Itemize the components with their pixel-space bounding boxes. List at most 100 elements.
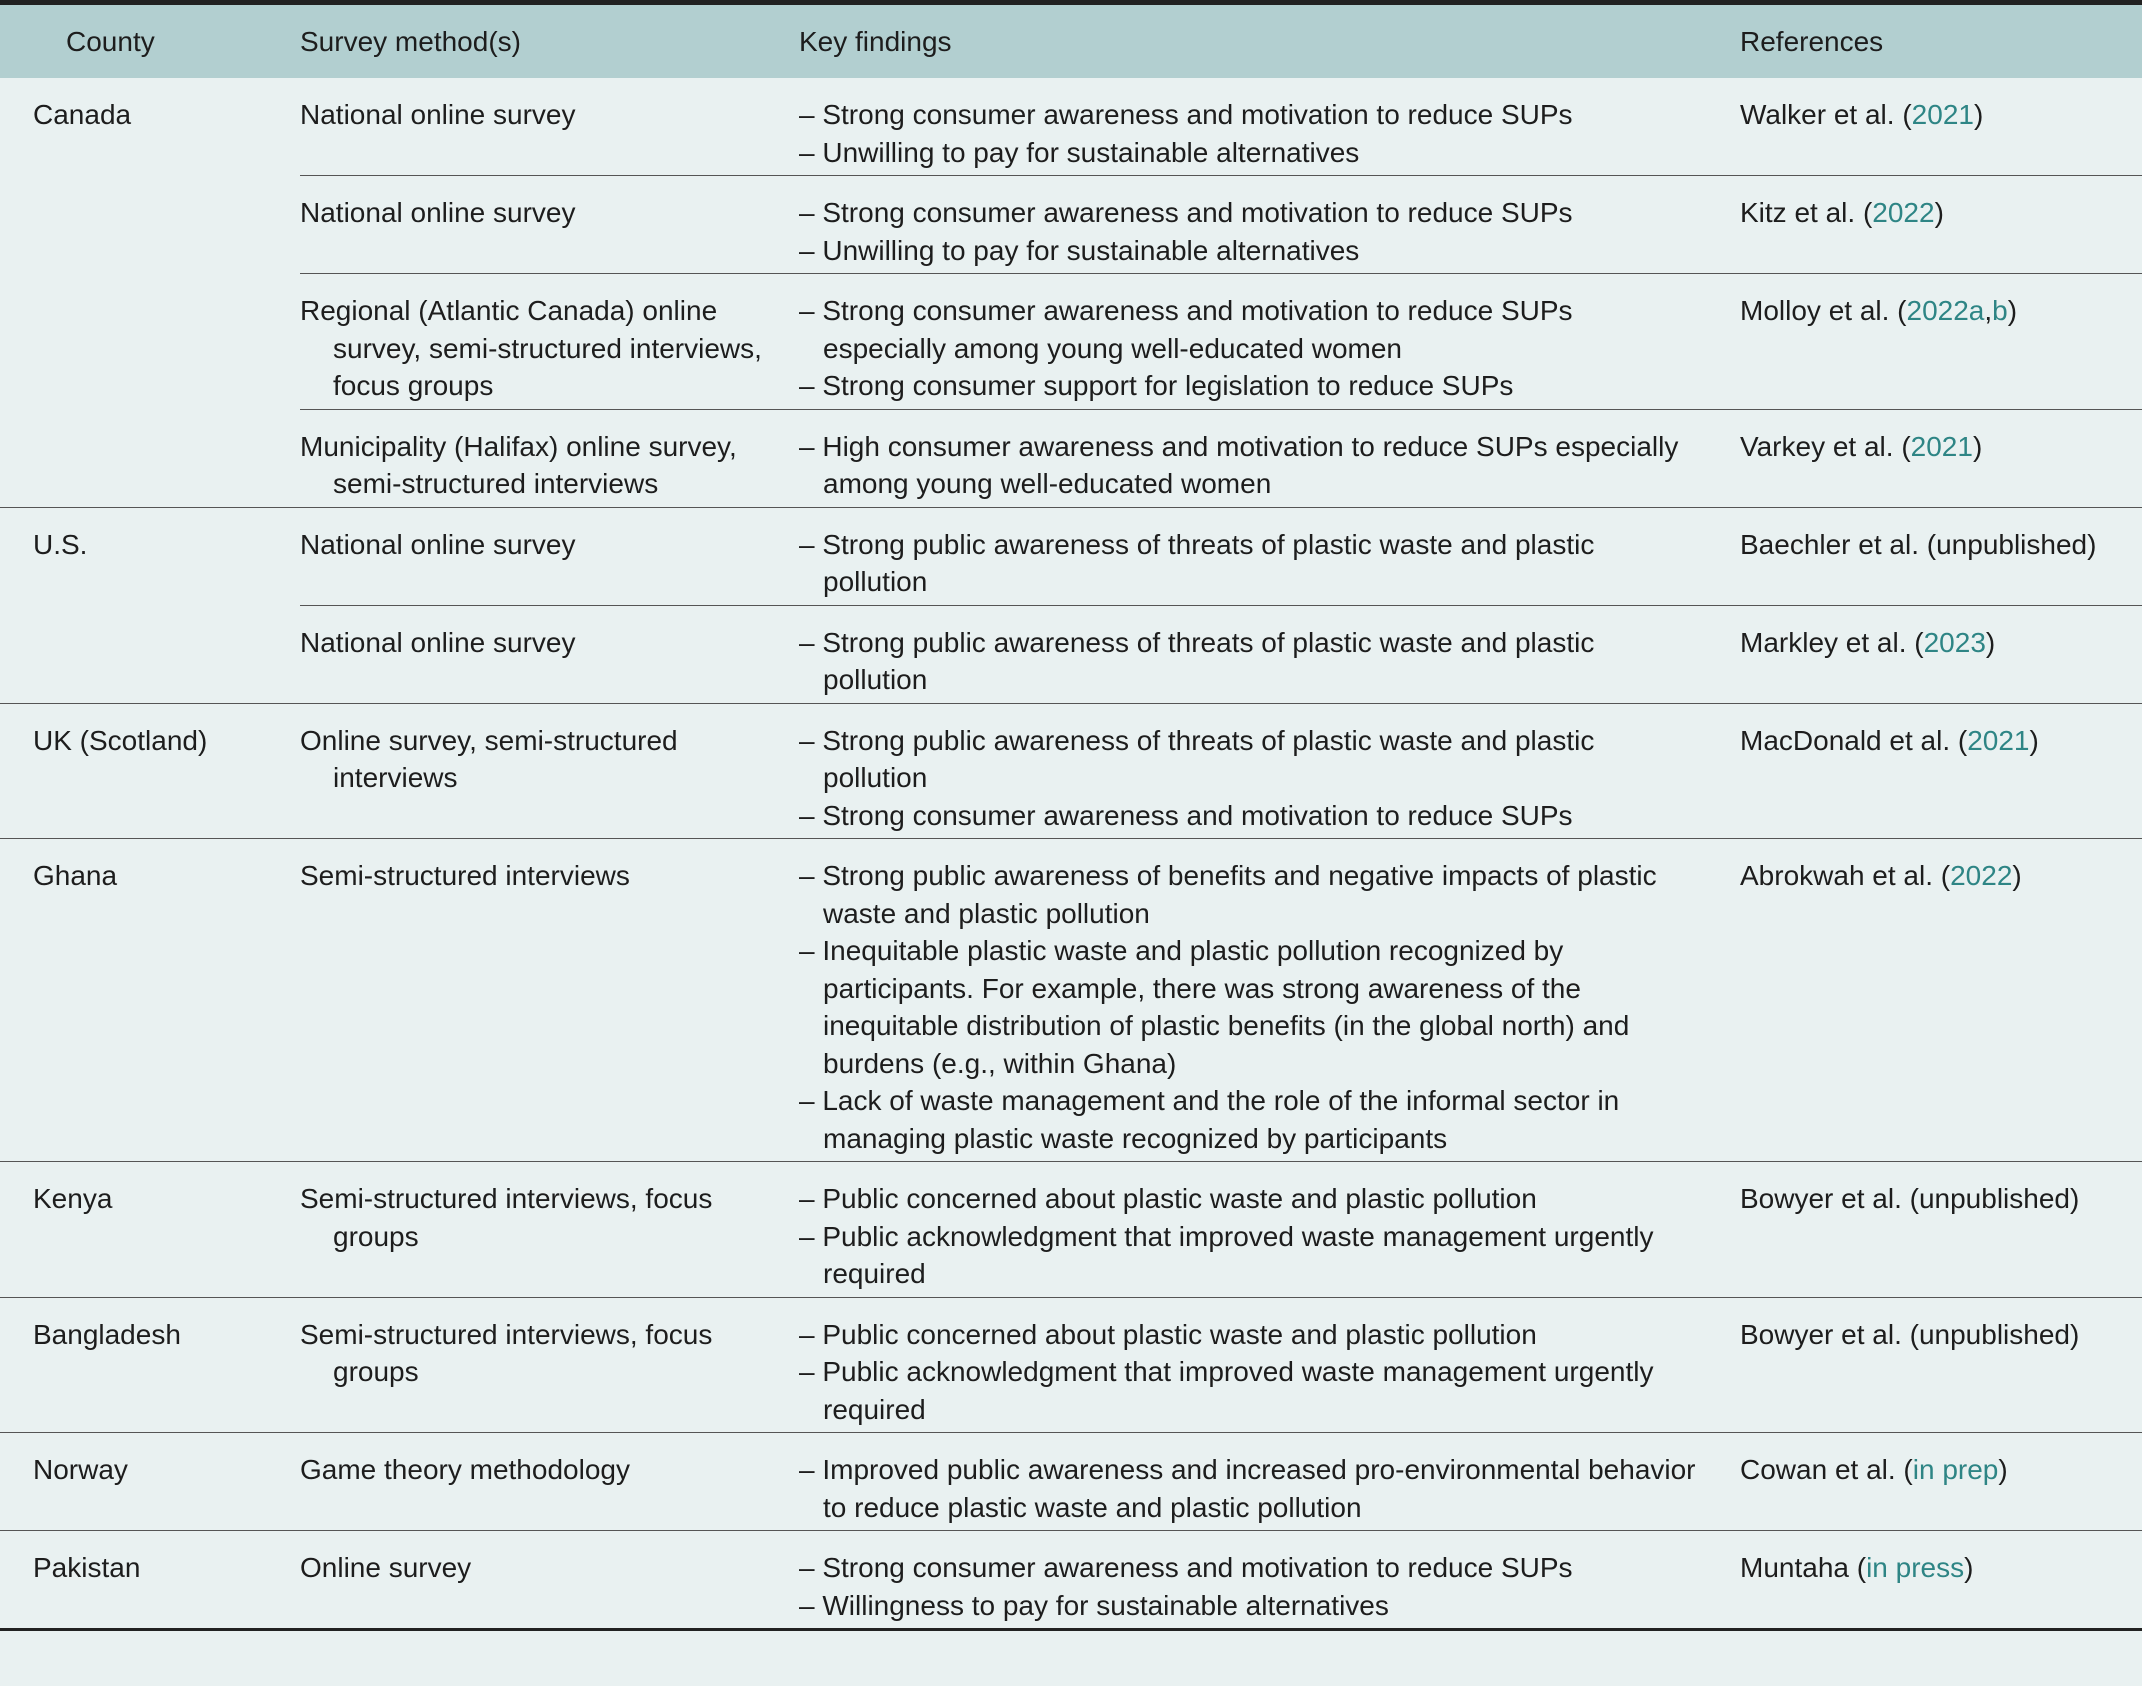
reference-text: Walker et al. ( <box>1740 99 1912 130</box>
reference-cell: Walker et al. (2021) <box>1740 78 2142 176</box>
finding: – Strong consumer awareness and motivati… <box>799 197 1573 228</box>
column-header: County <box>0 2 300 78</box>
county-cell: Canada <box>0 78 300 508</box>
county: UK (Scotland) <box>33 724 208 756</box>
finding: – High consumer awareness and motivation… <box>799 430 1679 500</box>
county-cell: Bangladesh <box>0 1297 300 1433</box>
table-row: Regional (Atlantic Canada) online survey… <box>0 273 2142 410</box>
reference-text: Markley et al. ( <box>1740 626 1924 658</box>
reference-cell: Varkey et al. (2021) <box>1740 409 2142 508</box>
header-text: Key findings <box>799 25 952 57</box>
survey-method: Online survey, semi-structured interview… <box>300 724 678 794</box>
survey-method: Semi-structured interviews, focus groups <box>300 1318 713 1388</box>
finding: – Strong public awareness of threats of … <box>799 626 1595 696</box>
finding: – Inequitable plastic waste and plastic … <box>799 935 1630 1079</box>
reference-text: Bowyer et al. (unpublished) <box>1740 1183 2080 1214</box>
reference-text: MacDonald et al. ( <box>1740 724 1968 756</box>
table-row: UK (Scotland) Online survey, semi-structu… <box>0 703 2142 839</box>
reference-cell: Bowyer et al. (unpublished) <box>1740 1161 2142 1298</box>
finding: – Strong consumer awareness and motivati… <box>799 1552 1573 1583</box>
finding: – Willingness to pay for sustainable alt… <box>799 1589 1389 1621</box>
reference-text: Varkey et al. ( <box>1740 430 1911 462</box>
reference-text: Cowan et al. ( <box>1740 1454 1913 1485</box>
reference-cell: Markley et al. (2023) <box>1740 605 2142 704</box>
column-header: Survey method(s) <box>300 2 799 78</box>
method-cell: Online survey, semi-structured interview… <box>300 703 799 839</box>
county-cell: Norway <box>0 1432 300 1531</box>
reference-link: in prep <box>1912 1454 1999 1485</box>
table-row: Canada National online survey – Strong con… <box>0 78 2142 508</box>
column-header: Key findings <box>799 2 1740 78</box>
reference-cell: Baechler et al. (unpublished) <box>1740 507 2142 606</box>
table-row: Ghana Semi-structured interviews – Strong … <box>0 838 2142 1162</box>
reference-link: 2022 <box>1950 860 2013 891</box>
survey-table: County Survey method(s) Key findings Refere… <box>0 0 2142 1631</box>
table-row: Bangladesh Semi-structured interviews, fo… <box>0 1297 2142 1433</box>
findings-cell: – Improved public awareness and increase… <box>799 1432 1740 1531</box>
findings-cell: – Strong public awareness of threats of … <box>799 507 1740 606</box>
county-cell: UK (Scotland) <box>0 703 300 839</box>
column-header: References <box>1740 2 2142 78</box>
reference-text: Bowyer et al. (unpublished) <box>1740 1318 2080 1350</box>
table-row: U.S. National online survey – Strong publi… <box>0 507 2142 704</box>
findings-cell: – Public concerned about plastic waste a… <box>799 1161 1740 1298</box>
finding: – Public acknowledgment that improved wa… <box>799 1356 1654 1425</box>
county: U.S. <box>33 528 88 560</box>
method-cell: Semi-structured interviews <box>300 838 799 1162</box>
survey-method: National online survey <box>300 197 576 228</box>
method-cell: National online survey <box>300 78 799 176</box>
reference-cell: Bowyer et al. (unpublished) <box>1740 1297 2142 1433</box>
findings-cell: – Strong public awareness of threats of … <box>799 703 1740 839</box>
county-cell: Kenya <box>0 1161 300 1298</box>
reference-link: 2021 <box>1910 430 1973 462</box>
county-cell: Pakistan <box>0 1531 300 1630</box>
method-cell: Municipality (Halifax) online survey, se… <box>300 409 799 508</box>
findings-cell: – Strong consumer awareness and motivati… <box>799 78 1740 176</box>
reference-cell: Molloy et al. (2022a,b) <box>1740 273 2142 410</box>
finding: – Lack of waste management and the role … <box>799 1085 1620 1154</box>
findings-cell: – High consumer awareness and motivation… <box>799 409 1740 508</box>
finding: – Strong consumer awareness and motivati… <box>799 295 1573 364</box>
reference-text: ) <box>2012 860 2022 891</box>
county: Kenya <box>33 1183 113 1214</box>
method-cell: Regional (Atlantic Canada) online survey… <box>300 273 799 410</box>
finding: – Public acknowledgment that improved wa… <box>799 1220 1654 1290</box>
header-text: Survey method(s) <box>300 25 521 57</box>
county: Norway <box>33 1454 128 1485</box>
findings-cell: – Strong consumer awareness and motivati… <box>799 175 1740 274</box>
method-cell: Semi-structured interviews, focus groups <box>300 1161 799 1298</box>
header-row: County Survey method(s) Key findings Refere… <box>0 2 2142 78</box>
method-cell: National online survey <box>300 605 799 704</box>
findings-cell: – Public concerned about plastic waste a… <box>799 1297 1740 1433</box>
county-cell: U.S. <box>0 507 300 704</box>
county: Ghana <box>33 860 118 891</box>
reference-cell: Muntaha (in press) <box>1740 1531 2142 1630</box>
reference-text: ) <box>1972 430 1983 462</box>
reference-text: ) <box>1964 1552 1974 1583</box>
header-text: County <box>66 25 155 57</box>
finding: – Strong consumer awareness and motivati… <box>799 99 1573 130</box>
table-row: National online survey – Strong consumer … <box>0 175 2142 274</box>
finding: – Unwilling to pay for sustainable alter… <box>799 234 1360 266</box>
survey-method: National online survey <box>300 528 576 560</box>
reference-text: Muntaha ( <box>1740 1552 1867 1583</box>
reference-link: b <box>1992 295 2008 326</box>
findings-cell: – Strong consumer awareness and motivati… <box>799 1531 1740 1630</box>
reference-cell: Cowan et al. (in prep) <box>1740 1432 2142 1531</box>
header-text: References <box>1740 25 1884 57</box>
reference-cell: Abrokwah et al. (2022) <box>1740 838 2142 1162</box>
table-row: Kenya Semi-structured interviews, focus g… <box>0 1161 2142 1298</box>
findings-cell: – Strong consumer awareness and motivati… <box>799 273 1740 410</box>
county-cell: Ghana <box>0 838 300 1162</box>
reference-text: Molloy et al. ( <box>1740 295 1907 326</box>
reference-link: 2021 <box>1967 724 2030 756</box>
reference-text: , <box>1984 295 1993 326</box>
survey-method: Regional (Atlantic Canada) online survey… <box>300 295 762 401</box>
reference-text: ) <box>2029 724 2039 756</box>
reference-cell: Kitz et al. (2022) <box>1740 175 2142 274</box>
reference-text: ) <box>1934 197 1944 228</box>
method-cell: Game theory methodology <box>300 1432 799 1531</box>
survey-method: National online survey <box>300 99 576 130</box>
